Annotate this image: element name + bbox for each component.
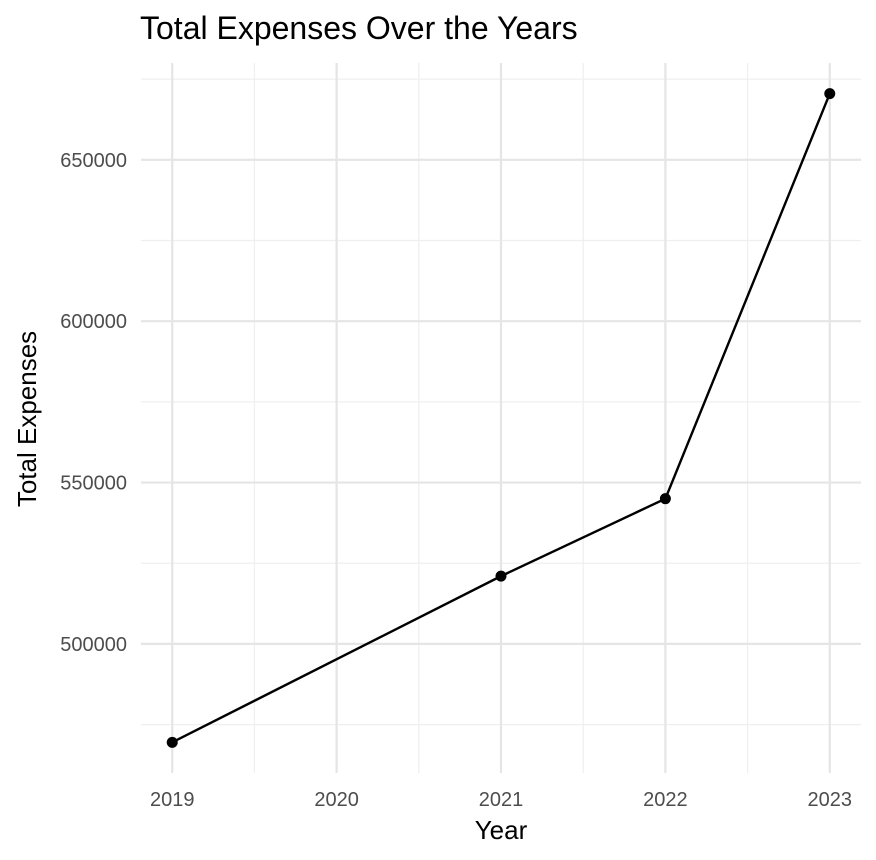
x-tick-label: 2021 [479, 789, 524, 811]
data-point [824, 88, 836, 100]
x-tick-label: 2020 [314, 789, 359, 811]
y-tick-label: 650000 [60, 150, 127, 172]
x-axis-title: Year [475, 815, 528, 845]
y-tick-label: 500000 [60, 634, 127, 656]
series-expenses [166, 88, 836, 748]
data-point [495, 570, 507, 582]
y-axis-ticks: 500000 550000 600000 650000 [60, 150, 127, 656]
chart-title: Total Expenses Over the Years [140, 10, 578, 46]
x-axis-ticks: 2019 2020 2021 2022 2023 [150, 789, 852, 811]
y-tick-label: 550000 [60, 473, 127, 495]
x-tick-label: 2022 [643, 789, 688, 811]
x-tick-label: 2023 [808, 789, 853, 811]
data-point [166, 736, 178, 748]
series-line [171, 93, 831, 744]
major-gridlines [141, 63, 861, 773]
y-tick-label: 600000 [60, 311, 127, 333]
x-tick-label: 2019 [150, 789, 195, 811]
data-point [659, 493, 671, 505]
y-axis-title: Total Expenses [12, 331, 42, 507]
